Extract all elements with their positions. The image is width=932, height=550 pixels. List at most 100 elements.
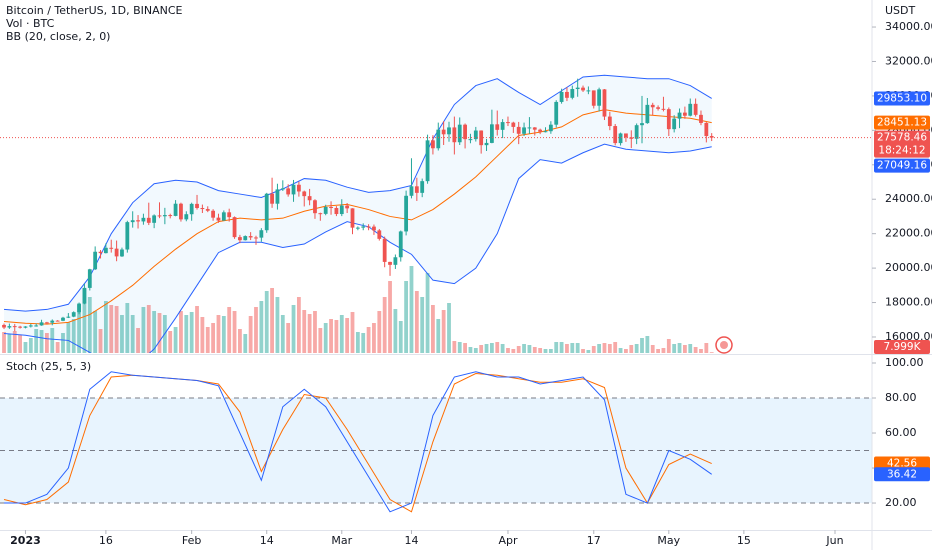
candle-body xyxy=(650,104,655,108)
candle-body xyxy=(77,303,81,313)
volume-bar xyxy=(613,342,618,353)
volume-bar xyxy=(468,347,473,353)
candle-body xyxy=(302,191,307,197)
candle-body xyxy=(28,325,33,327)
x-tick-label: Mar xyxy=(331,534,352,547)
volume-bar xyxy=(489,343,494,353)
volume-bar xyxy=(28,338,33,353)
candle-body xyxy=(602,89,607,117)
stoch-d-tag: 42.56 xyxy=(874,456,930,471)
volume-bar xyxy=(672,344,677,353)
volume-bar xyxy=(538,348,543,353)
candle-body xyxy=(656,107,660,109)
volume-bar xyxy=(103,301,108,353)
candle-body xyxy=(527,127,532,129)
candle-body xyxy=(479,130,484,146)
volume-bar xyxy=(645,336,650,353)
candle-body xyxy=(136,220,140,222)
candle-body xyxy=(173,203,178,216)
candle-body xyxy=(618,133,623,144)
logo xyxy=(715,336,733,354)
bb-legend: BB (20, close, 2, 0) xyxy=(6,30,110,43)
candle-body xyxy=(318,213,323,215)
candle-body xyxy=(554,101,559,125)
volume-bar xyxy=(543,349,548,353)
candle-body xyxy=(221,212,226,221)
volume-bar xyxy=(414,291,419,353)
volume-bar xyxy=(457,342,462,353)
volume-bar xyxy=(296,297,301,353)
stoch-d xyxy=(3,372,712,513)
candle-body xyxy=(93,251,98,270)
volume-bar xyxy=(506,348,510,353)
candle-body xyxy=(189,203,194,215)
candle-body xyxy=(152,215,157,223)
candle-body xyxy=(55,320,60,322)
volume-bar xyxy=(195,306,199,353)
legend: Bitcoin / TetherUS, 1D, BINANCE Vol · BT… xyxy=(6,4,916,373)
candle-body xyxy=(248,236,253,238)
volume-bar xyxy=(500,344,505,353)
volume-bar xyxy=(286,323,291,353)
volume-bar xyxy=(227,307,232,353)
bb-basis-tag-label: 28451.13 xyxy=(877,117,927,129)
y-tick-label: 18000.00 xyxy=(885,296,932,309)
y-tick-label: 34000.00 xyxy=(885,20,932,33)
currency: USDT xyxy=(885,4,916,17)
volume-bar xyxy=(420,297,425,353)
volume-bar xyxy=(254,307,258,353)
volume-bar xyxy=(211,323,216,353)
x-tick-label: 17 xyxy=(587,534,601,547)
candle-body xyxy=(82,287,87,304)
volume-bar xyxy=(586,350,591,353)
candle-body xyxy=(361,226,366,228)
volume-bar xyxy=(39,330,44,353)
volume-bar xyxy=(109,305,114,353)
candle-body xyxy=(661,108,666,110)
candle-body xyxy=(313,200,317,214)
candle-body xyxy=(350,208,355,228)
volume-bar xyxy=(511,349,516,353)
candle-body xyxy=(125,222,130,250)
bb-basis-tag: 28451.13 xyxy=(874,115,930,130)
volume-bar xyxy=(409,266,414,353)
price-tag-label: 27578.46 xyxy=(877,132,927,144)
candle-body xyxy=(270,193,274,204)
candle-body xyxy=(18,326,23,328)
price-tag: 27578.46 xyxy=(874,130,930,158)
volume-bar xyxy=(447,303,451,353)
volume-bar xyxy=(334,320,339,353)
bb-basis xyxy=(3,109,712,325)
candle-body xyxy=(280,188,285,190)
volume-bar xyxy=(232,311,237,353)
volume-bar xyxy=(634,344,639,353)
candle-body xyxy=(179,203,183,220)
volume-bar xyxy=(709,352,714,353)
volume-bar xyxy=(559,342,564,353)
candle-body xyxy=(205,209,210,211)
bb-upper-tag-box xyxy=(874,91,930,106)
candle-body xyxy=(591,90,596,106)
volume-bar xyxy=(361,333,366,353)
y-tick-label: 32000.00 xyxy=(885,54,932,67)
candle-body xyxy=(682,112,687,116)
candle-body xyxy=(506,122,510,124)
volume-bar xyxy=(179,311,183,353)
volume-bar xyxy=(205,327,210,353)
volume-bar xyxy=(307,314,312,353)
volume-bar xyxy=(168,331,173,353)
volume-legend: Vol · BTC xyxy=(6,17,55,30)
candle-body xyxy=(157,215,162,217)
candle-body xyxy=(436,129,441,149)
volume-bar xyxy=(280,315,285,353)
candle-body xyxy=(645,104,650,124)
candle-body xyxy=(120,249,124,257)
volume-bar xyxy=(355,332,360,353)
candle-body xyxy=(98,251,103,254)
volume-bar xyxy=(602,343,607,353)
bb-lower-tag: 27049.16 xyxy=(874,158,930,173)
volume-bar xyxy=(554,342,559,353)
candle-body xyxy=(109,247,114,249)
volume-bar xyxy=(565,344,569,353)
